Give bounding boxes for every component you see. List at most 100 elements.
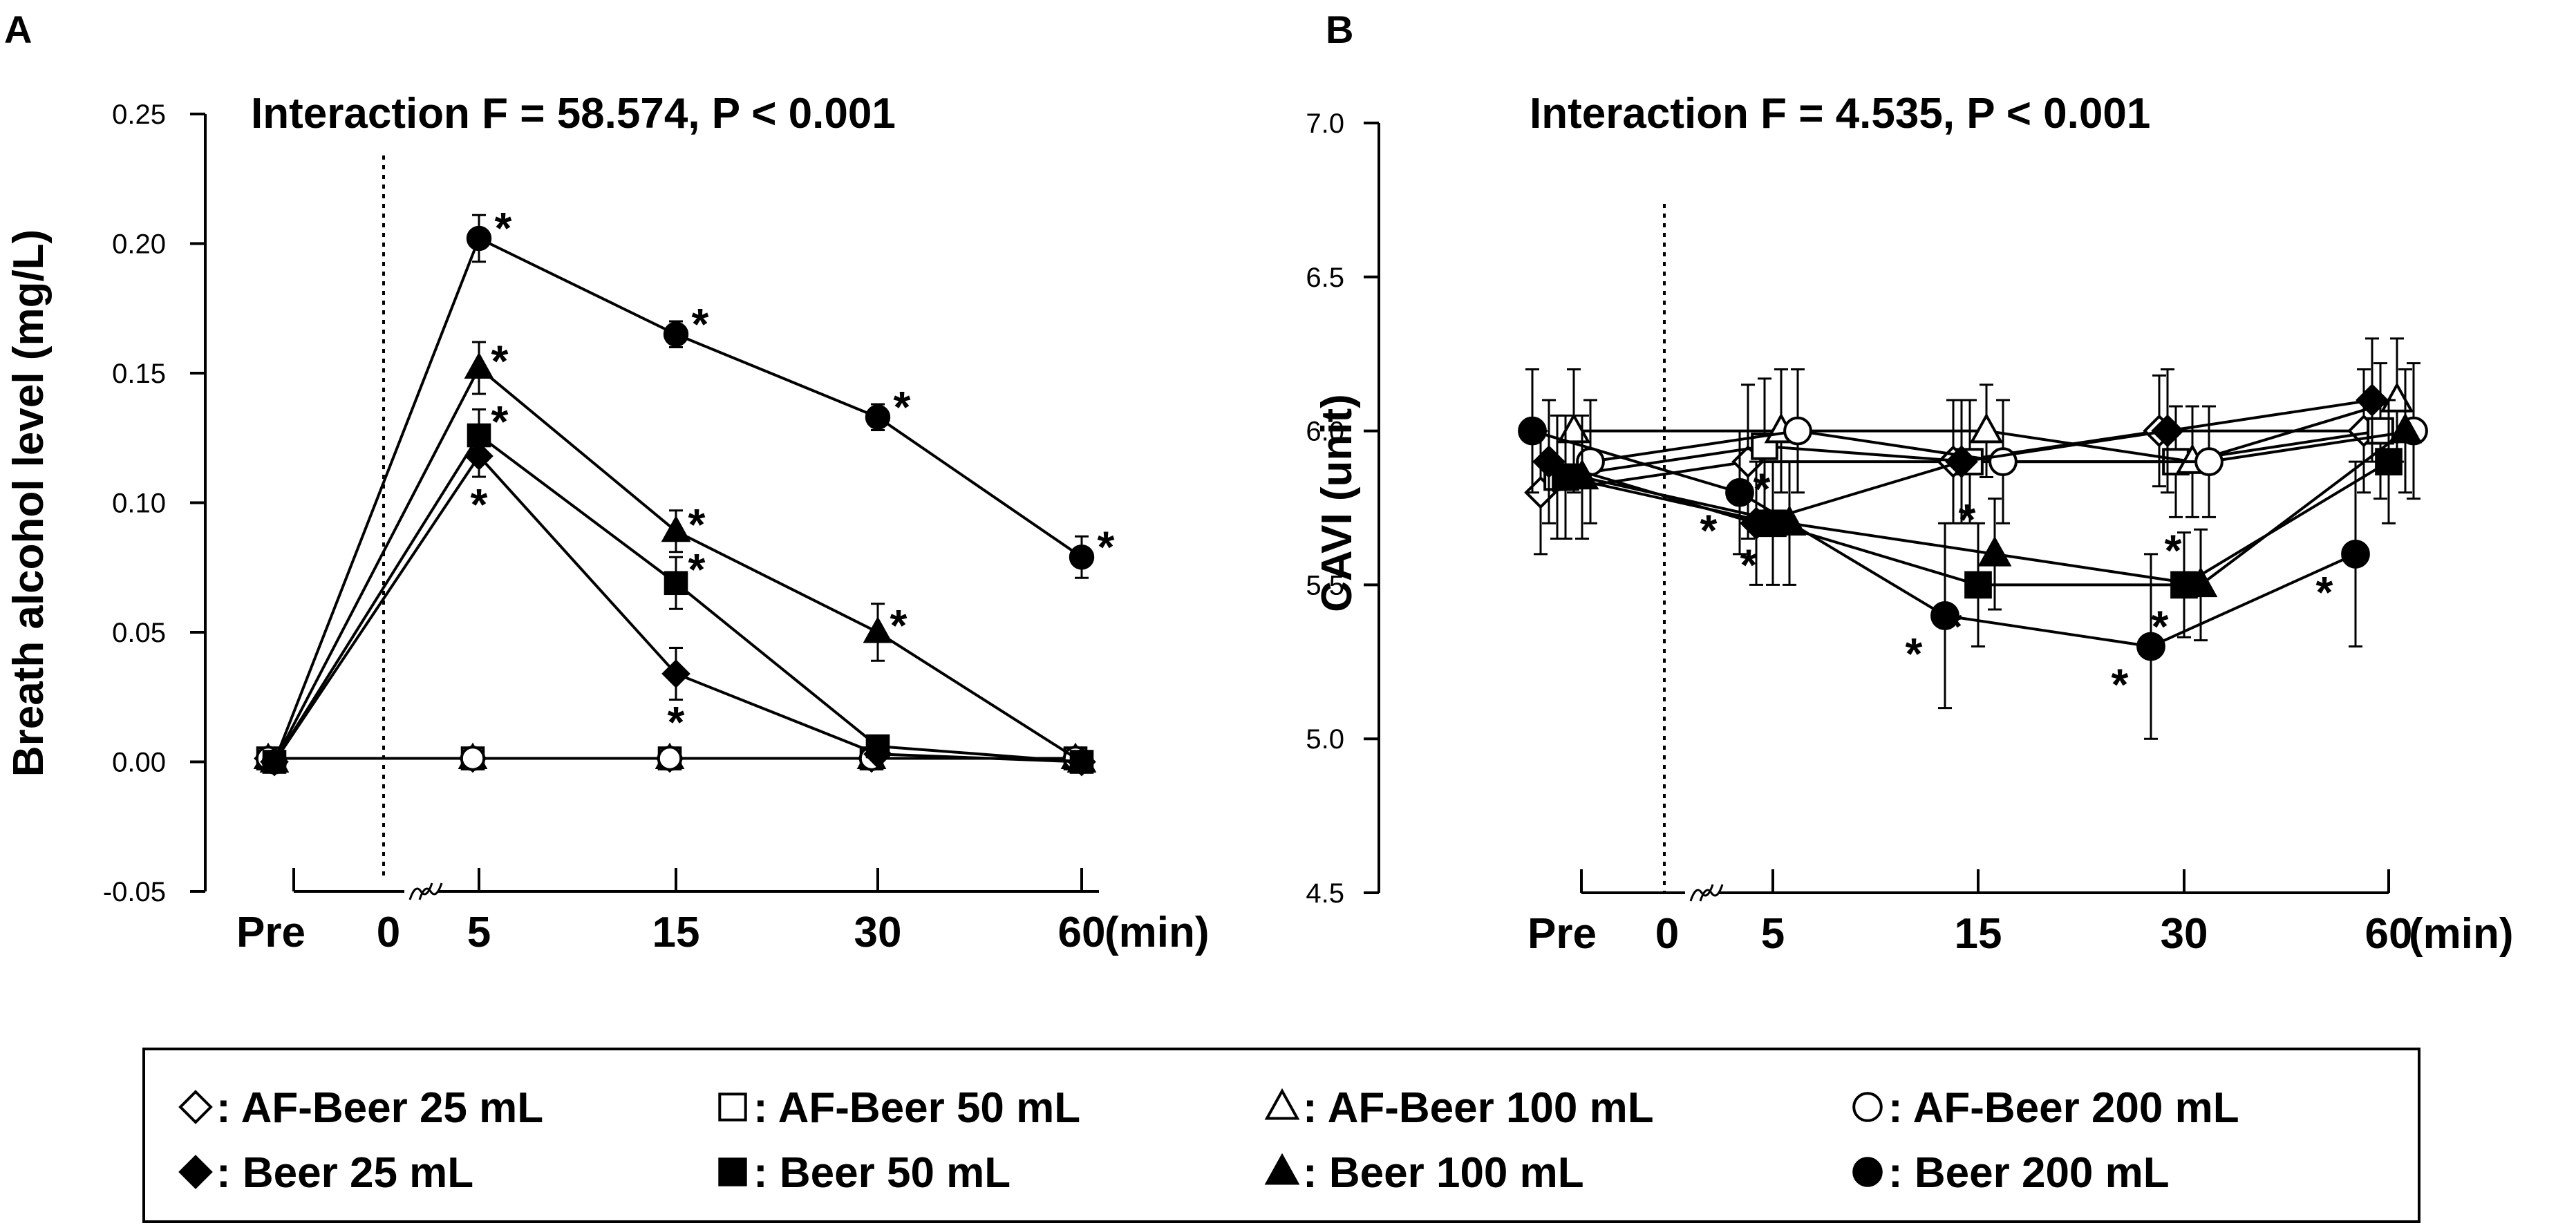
- data-point: [1066, 746, 1097, 773]
- data-point: [657, 746, 683, 771]
- significance-asterisk: *: [491, 337, 509, 386]
- legend-label: : Beer 100 mL: [1303, 1149, 1584, 1197]
- y-tick-label: -0.05: [103, 877, 166, 907]
- data-point: [1989, 447, 2018, 477]
- legend-marker-icon: [178, 1155, 213, 1189]
- significance-asterisk: *: [692, 299, 709, 349]
- chart-title: Interaction F = 4.535, P < 0.001: [1530, 90, 2150, 138]
- legend-marker-icon: [178, 1090, 213, 1124]
- legend-label: : AF-Beer 100 mL: [1303, 1084, 1654, 1132]
- y-axis-label: CAVI (unit): [1313, 394, 1361, 612]
- x-tick-label: 15: [652, 909, 700, 956]
- legend-marker-icon: [1264, 1088, 1300, 1120]
- significance-asterisk: *: [1098, 522, 1115, 571]
- y-tick-label: 0.05: [112, 618, 166, 648]
- data-point: [2380, 381, 2414, 413]
- panel-b: B 4.5 5.0 5.5 6.0 6.5 7.0 CAVI (unit) Interactio…: [1306, 8, 2513, 958]
- axis-break-icon: [1689, 884, 1724, 902]
- data-point: [1725, 477, 1754, 507]
- panel-label: B: [1326, 8, 1353, 51]
- significance-asterisk: *: [894, 382, 911, 432]
- x-tick-label: 0: [377, 909, 400, 956]
- data-point: [2375, 448, 2403, 476]
- significance-asterisk: *: [495, 203, 512, 253]
- significance-asterisk: *: [1700, 506, 1718, 556]
- data-point: [664, 571, 688, 596]
- chart-title: Interaction F = 58.574, P < 0.001: [251, 90, 896, 138]
- data-point: [2136, 632, 2165, 661]
- legend-box: [142, 1048, 2420, 1223]
- data-point: [467, 423, 491, 448]
- y-tick-label: 7.0: [1306, 108, 1344, 139]
- y-tick-label: 5.5: [1306, 570, 1344, 600]
- significance-asterisk: *: [668, 697, 685, 747]
- data-point: [2356, 384, 2389, 417]
- data-point: [1930, 601, 1959, 630]
- panel-a: A -0.05 0.00 0.05 0.10 0.15 0.20 0.25 Breath alc…: [4, 8, 1210, 956]
- data-point: [261, 749, 288, 775]
- data-point: [661, 515, 691, 542]
- data-point: [1069, 545, 1095, 570]
- data-point: [1945, 445, 1978, 478]
- legend-label: : Beer 200 mL: [1888, 1149, 2170, 1197]
- significance-asterisk: *: [2112, 660, 2129, 710]
- data-point: [2388, 413, 2423, 444]
- x-tick-label: Pre: [1527, 910, 1597, 958]
- legend-marker-icon: [1264, 1153, 1300, 1185]
- data-point: [1969, 413, 2004, 444]
- axis-break-icon: [408, 882, 443, 900]
- panel-label: A: [4, 8, 32, 51]
- y-axis-label: Breath alcohol level (mg/L): [5, 229, 53, 777]
- data-point: [1557, 413, 1591, 444]
- significance-asterisk: *: [1740, 540, 1758, 589]
- data-point: [1977, 536, 2012, 567]
- x-tick-label: 0: [1655, 910, 1679, 958]
- y-tick-label: 6.0: [1306, 417, 1344, 447]
- x-tick-label: 30: [854, 909, 902, 956]
- legend-label: : AF-Beer 50 mL: [753, 1084, 1080, 1132]
- data-point: [2151, 414, 2184, 448]
- data-point: [2194, 447, 2224, 477]
- data-point: [464, 352, 494, 379]
- data-point: [2341, 539, 2370, 569]
- data-point: [865, 404, 891, 430]
- x-tick-label: 5: [1761, 910, 1785, 958]
- data-point: [663, 321, 689, 347]
- legend-label: : AF-Beer 200 mL: [1888, 1084, 2239, 1132]
- data-point: [460, 746, 486, 771]
- legend-marker-icon: [718, 1157, 747, 1186]
- x-tick-label: 5: [467, 909, 491, 956]
- legend-marker-icon: [1852, 1157, 1883, 1187]
- y-tick-label: 0.00: [112, 748, 166, 778]
- legend-label: : AF-Beer 25 mL: [216, 1084, 543, 1132]
- x-tick-label: 60: [1058, 909, 1106, 956]
- significance-asterisk: *: [1906, 629, 1923, 679]
- y-tick-label: 6.5: [1306, 263, 1344, 293]
- data-point: [1518, 416, 1547, 446]
- data-point: [2183, 567, 2218, 598]
- legend-marker-icon: [1852, 1092, 1883, 1122]
- data-point: [1964, 571, 1992, 599]
- significance-asterisk: *: [688, 545, 706, 594]
- legend-label: : Beer 25 mL: [216, 1149, 473, 1197]
- y-tick-label: 5.0: [1306, 724, 1344, 755]
- x-axis-unit-label: (min): [1104, 909, 1210, 956]
- significance-asterisk: *: [1959, 495, 1976, 545]
- x-tick-label: 60: [2365, 910, 2413, 958]
- data-point: [1783, 416, 1812, 446]
- legend: : AF-Beer 25 mL : AF-Beer 50 mL : AF-Beer …: [142, 1048, 2420, 1223]
- significance-asterisk: *: [491, 397, 509, 446]
- legend-marker-icon: [718, 1092, 747, 1122]
- significance-asterisk: *: [890, 600, 908, 650]
- x-tick-label: Pre: [236, 909, 305, 956]
- y-tick-label: 0.25: [112, 100, 166, 130]
- significance-asterisk: *: [2316, 567, 2333, 617]
- data-point: [863, 616, 893, 643]
- data-point: [661, 659, 690, 688]
- data-point: [1565, 459, 1599, 490]
- y-tick-label: 0.10: [112, 489, 166, 519]
- x-axis-unit-label: (min): [2409, 910, 2514, 958]
- x-tick-label: 15: [1955, 910, 2002, 958]
- legend-label: : Beer 50 mL: [753, 1149, 1010, 1197]
